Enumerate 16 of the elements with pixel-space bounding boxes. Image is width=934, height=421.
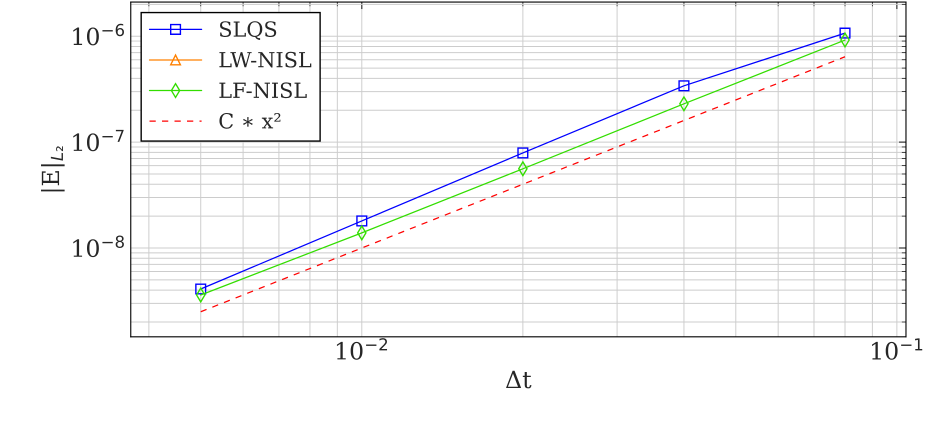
legend-label: C ∗ x²: [219, 112, 280, 129]
point: [839, 28, 851, 39]
x-tick-label: 10$^{−2}$: [336, 338, 388, 360]
y-tick-label: 10$^{−8}$: [73, 235, 124, 258]
point: [195, 283, 206, 295]
legend-label: SLQS: [220, 21, 276, 40]
point: [517, 147, 528, 159]
x-tick-label: 10$^{−1}$: [872, 338, 922, 360]
y-axis-title: |E|$_{L₂}$: [41, 146, 65, 192]
y-tick-label: 10$^{−6}$: [73, 24, 124, 46]
y-tick-label: 10$^{−7}$: [73, 130, 124, 152]
point: [356, 215, 368, 227]
legend-label: LF-NISL: [219, 82, 307, 98]
point: [678, 80, 690, 92]
legend-label: LW-NISL: [219, 52, 312, 68]
x-axis-title: Δt: [506, 370, 532, 388]
